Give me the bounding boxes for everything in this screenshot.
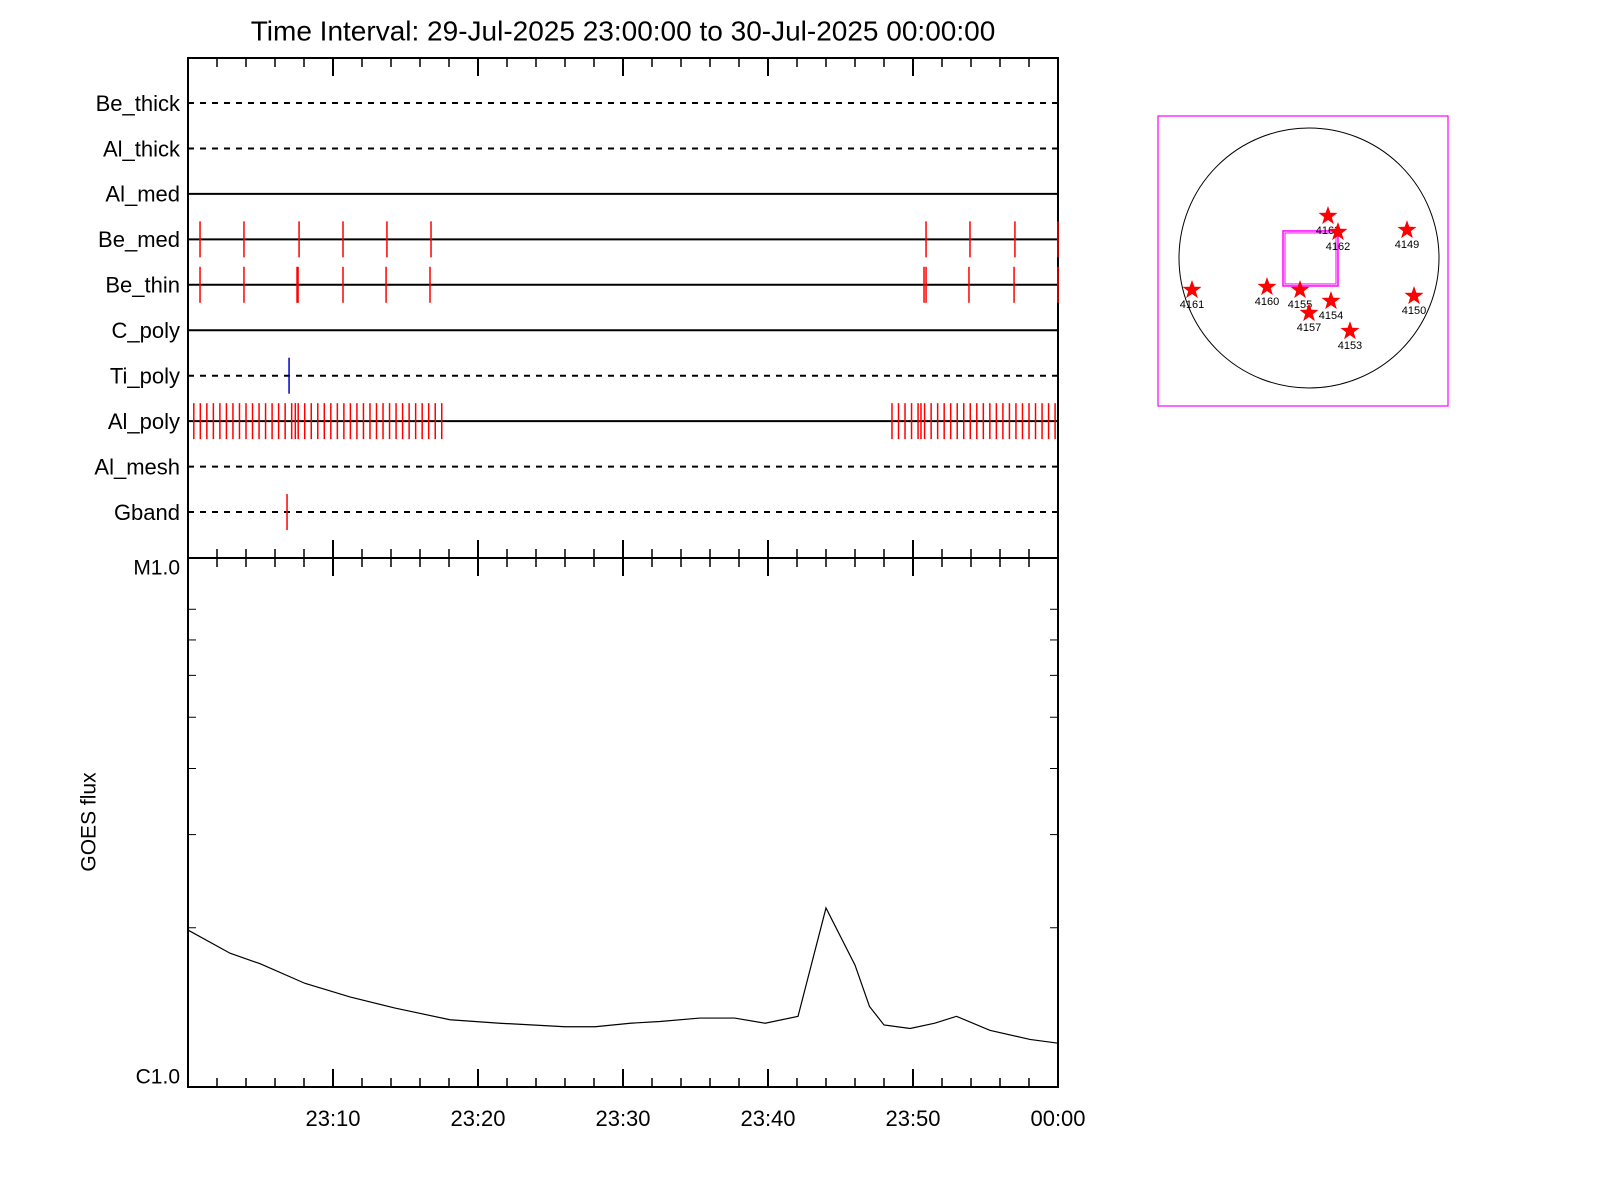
region-label: 4160 xyxy=(1255,296,1279,308)
region-label: 4149 xyxy=(1395,239,1419,251)
chart-title: Time Interval: 29-Jul-2025 23:00:00 to 3… xyxy=(251,15,996,46)
row-label: Be_thin xyxy=(105,273,180,298)
region-star xyxy=(1340,321,1360,340)
region-star xyxy=(1318,206,1338,225)
row-label: Be_thick xyxy=(96,91,181,116)
field-of-view xyxy=(1282,230,1339,287)
solar-disk xyxy=(1178,127,1440,389)
row-label: Gband xyxy=(114,500,180,525)
row-label: Ti_poly xyxy=(110,364,180,389)
region-star xyxy=(1321,291,1341,310)
region-label: 4155 xyxy=(1288,299,1312,311)
x-tick-label: 23:50 xyxy=(885,1106,940,1131)
x-tick-label: 23:30 xyxy=(595,1106,650,1131)
field-of-view-inner xyxy=(1284,232,1337,285)
region-label: 4150 xyxy=(1402,305,1426,317)
row-label: C_poly xyxy=(112,318,180,343)
region-label: 4154 xyxy=(1319,310,1343,322)
row-label: Be_med xyxy=(98,227,180,252)
row-label: Al_med xyxy=(105,182,180,207)
x-tick-label: 23:20 xyxy=(450,1106,505,1131)
region-star xyxy=(1182,280,1202,299)
row-label: Al_poly xyxy=(108,409,180,434)
y-axis-label: GOES flux xyxy=(78,772,101,872)
region-star xyxy=(1299,303,1319,322)
region-star xyxy=(1397,220,1417,239)
region-label: 4153 xyxy=(1338,340,1362,352)
y-tick-label: C1.0 xyxy=(136,1066,180,1089)
goes-line xyxy=(187,906,1059,1044)
row-label: Al_mesh xyxy=(94,454,180,479)
y-tick-label: M1.0 xyxy=(133,557,180,580)
x-tick-label: 23:40 xyxy=(740,1106,795,1131)
map-frame xyxy=(1157,115,1449,407)
row-label: Al_thick xyxy=(103,136,181,161)
region-label: 4161 xyxy=(1180,299,1204,311)
x-tick-label: 00:00 xyxy=(1030,1106,1085,1131)
region-star xyxy=(1257,277,1277,296)
region-label: 4162 xyxy=(1326,241,1350,253)
region-star xyxy=(1404,286,1424,305)
x-tick-label: 23:10 xyxy=(305,1106,360,1131)
region-star xyxy=(1290,280,1310,299)
region-star xyxy=(1328,222,1348,241)
region-label: 4157 xyxy=(1297,322,1321,334)
